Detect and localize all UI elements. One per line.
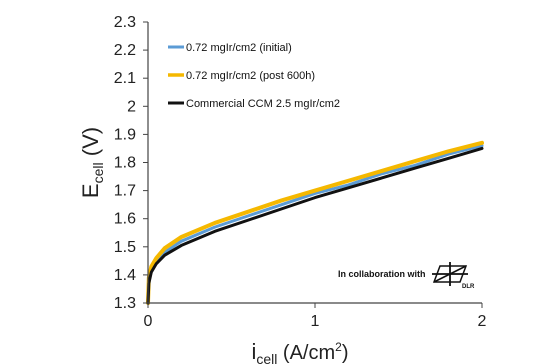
x-axis-title-superscript: 2 (335, 340, 342, 354)
x-axis-title-end: ) (342, 342, 349, 364)
y-tick-label: 1.4 (114, 267, 136, 284)
y-tick-label: 1.8 (114, 155, 136, 172)
x-axis-title: icell (A/cm2) (251, 339, 348, 364)
collaboration-text: In collaboration with (338, 269, 426, 279)
y-axis-title-subscript: cell (90, 162, 106, 183)
y-tick-label: 2.3 (114, 14, 136, 31)
y-tick-label: 1.9 (114, 126, 136, 143)
y-tick-label: 2 (127, 98, 136, 115)
legend-layer: 0.72 mgIr/cm2 (initial) 0.72 mgIr/cm2 (po… (168, 42, 340, 110)
y-axis-title: Ecell (V) (78, 127, 106, 198)
dlr-logo-outline (432, 265, 468, 283)
series-line-2 (146, 140, 484, 305)
x-tick-label: 2 (478, 313, 487, 330)
x-axis-title-subscript: cell (256, 351, 277, 364)
legend-label-2: 0.72 mgIr/cm2 (post 600h) (186, 70, 315, 82)
annotation-layer: In collaboration with DLR (338, 262, 475, 290)
axis-layer: 1.3 1.4 1.5 1.6 1.7 1.8 1.9 2 2.1 2.2 2.3 0 1 2 Ecell … (78, 14, 487, 364)
x-axis-title-units: (A/cm (277, 342, 335, 364)
x-tick-label: 0 (144, 313, 153, 330)
dlr-logo-text: DLR (462, 284, 475, 290)
plot-layer (146, 22, 484, 305)
y-tick-label: 1.3 (114, 295, 136, 312)
y-tick-label: 1.5 (114, 239, 136, 256)
y-tick-label: 2.2 (114, 42, 136, 59)
y-axis-title-main: E (78, 183, 103, 198)
legend-label-1: 0.72 mgIr/cm2 (initial) (186, 42, 292, 54)
y-tick-label: 2.1 (114, 70, 136, 87)
y-tick-label: 1.6 (114, 211, 136, 228)
y-axis-title-units: (V) (78, 127, 103, 162)
series-line-3 (146, 146, 484, 305)
y-tick-label: 1.7 (114, 183, 136, 200)
x-tick-label: 1 (311, 313, 320, 330)
x-axis-title-main: i (251, 339, 256, 364)
legend-label-3: Commercial CCM 2.5 mgIr/cm2 (186, 98, 340, 110)
dlr-logo: DLR (432, 262, 475, 290)
dlr-logo-diagonal-line (433, 265, 467, 283)
